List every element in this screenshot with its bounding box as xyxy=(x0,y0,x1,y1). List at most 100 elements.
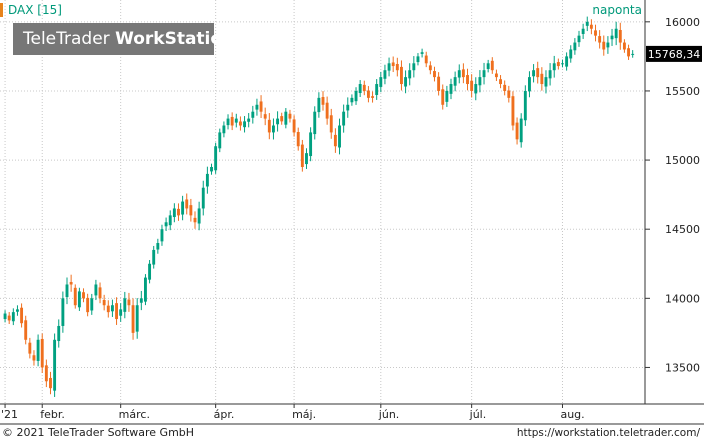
candle-body xyxy=(300,144,304,167)
candle-body xyxy=(503,84,507,91)
teletrader-logo: TeleTrader WorkStation xyxy=(13,23,234,55)
candle-body xyxy=(69,282,73,285)
candle-body xyxy=(276,118,280,125)
candle-body xyxy=(338,125,341,148)
candle-body xyxy=(44,365,48,382)
period-label[interactable]: naponta xyxy=(592,3,642,17)
candle-body xyxy=(350,97,354,103)
candle-body xyxy=(152,249,156,265)
candle-body xyxy=(565,56,569,67)
x-tick-label: jún. xyxy=(378,408,400,421)
candle-body xyxy=(139,298,143,303)
y-tick-label: 15000 xyxy=(665,154,700,167)
candle-body xyxy=(20,307,24,324)
candle-body xyxy=(486,63,490,69)
x-tick-label: febr. xyxy=(40,408,65,421)
candle-body xyxy=(453,77,457,86)
candle-body xyxy=(280,116,284,122)
candle-body xyxy=(28,342,32,354)
candle-body xyxy=(272,125,275,133)
candle-body xyxy=(16,309,19,312)
candle-body xyxy=(309,132,313,157)
candle-body xyxy=(172,208,176,218)
candle-body xyxy=(490,60,494,71)
candle-body xyxy=(466,75,469,85)
candle-body xyxy=(86,297,90,313)
candle-body xyxy=(119,309,123,316)
candle-body xyxy=(420,52,424,54)
candle-body xyxy=(412,63,416,71)
candle-body xyxy=(24,320,28,340)
candle-body xyxy=(131,305,135,333)
candle-body xyxy=(185,199,189,209)
candle-body xyxy=(123,298,127,312)
x-tick-label: ápr. xyxy=(214,408,235,421)
candle-body xyxy=(193,217,197,223)
candle-body xyxy=(536,68,540,78)
candle-body xyxy=(573,42,577,51)
candle-body xyxy=(49,377,52,389)
candle-body xyxy=(201,187,205,209)
candle-body xyxy=(494,73,498,78)
logo-text-1: TeleTrader xyxy=(23,29,116,49)
candle-body xyxy=(437,76,441,91)
candle-body xyxy=(156,243,160,250)
x-tick-label: '21 xyxy=(1,408,18,421)
candle-body xyxy=(366,90,370,98)
x-tick-label: márc. xyxy=(119,408,150,421)
candle-body xyxy=(144,277,147,302)
candle-body xyxy=(519,118,523,143)
candle-body xyxy=(507,90,511,98)
candle-body xyxy=(189,205,193,216)
candle-body xyxy=(36,339,40,361)
candle-body xyxy=(523,90,527,121)
candle-body xyxy=(544,77,548,87)
candle-body xyxy=(135,305,139,332)
last-price-marker: 15768,34 xyxy=(646,45,702,62)
candle-body xyxy=(110,305,114,312)
candle-body xyxy=(98,287,102,299)
source-url[interactable]: https://workstation.teletrader.com/ xyxy=(516,427,700,439)
grid xyxy=(0,0,645,404)
candle-body xyxy=(445,90,449,102)
candle-body xyxy=(325,102,329,119)
candle-body xyxy=(106,305,110,313)
candle-body xyxy=(267,119,271,133)
candle-body xyxy=(457,70,461,78)
candle-body xyxy=(433,71,436,78)
y-tick-label: 14500 xyxy=(665,223,700,236)
x-tick-label: aug. xyxy=(560,408,584,421)
candle-body xyxy=(577,35,581,43)
candle-body xyxy=(238,121,242,126)
candle-body xyxy=(400,66,403,85)
candle-body xyxy=(102,299,106,306)
candle-body xyxy=(482,70,486,78)
candle-body xyxy=(77,291,81,308)
candle-body xyxy=(226,118,230,126)
y-axis: 13500 14000 14500 15000 15500 16000 xyxy=(645,16,700,374)
candle-body xyxy=(53,339,57,391)
x-tick-label: júl. xyxy=(469,408,487,421)
candle-body xyxy=(11,312,15,322)
candle-body xyxy=(251,111,255,118)
candle-body xyxy=(305,153,308,165)
candle-body xyxy=(598,36,602,43)
chart-title[interactable]: DAX [15] xyxy=(8,3,62,17)
candle-body xyxy=(424,55,428,64)
candle-body xyxy=(296,132,300,147)
candle-body xyxy=(197,208,201,224)
candle-body xyxy=(618,29,622,43)
candle-body xyxy=(230,116,234,126)
candle-body xyxy=(594,30,597,36)
candle-body xyxy=(263,114,267,119)
candle-body xyxy=(292,119,296,133)
candle-body xyxy=(606,42,610,48)
candle-body xyxy=(428,65,432,71)
candle-body xyxy=(65,284,69,298)
candle-body xyxy=(511,96,515,126)
candle-body xyxy=(602,41,606,50)
candle-body xyxy=(461,69,465,78)
candle-body xyxy=(478,77,482,86)
candle-body xyxy=(313,111,317,135)
